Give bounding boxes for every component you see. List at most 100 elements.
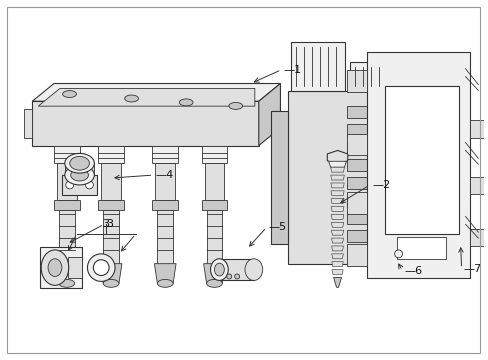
Polygon shape (330, 167, 344, 172)
Polygon shape (469, 229, 483, 246)
Polygon shape (40, 247, 81, 288)
Text: —7: —7 (463, 264, 481, 274)
Polygon shape (346, 124, 406, 136)
Polygon shape (346, 134, 366, 155)
Polygon shape (346, 192, 366, 214)
Polygon shape (469, 120, 483, 138)
Polygon shape (206, 210, 222, 264)
Polygon shape (38, 89, 254, 106)
Polygon shape (331, 246, 343, 251)
Ellipse shape (206, 279, 222, 287)
Polygon shape (330, 207, 343, 212)
Polygon shape (32, 101, 258, 145)
Polygon shape (396, 237, 445, 259)
Ellipse shape (214, 263, 224, 276)
Polygon shape (154, 264, 176, 283)
Polygon shape (469, 176, 483, 194)
Polygon shape (326, 150, 347, 164)
Polygon shape (346, 70, 366, 92)
Ellipse shape (65, 153, 94, 173)
Polygon shape (24, 109, 32, 138)
Ellipse shape (48, 259, 61, 276)
Polygon shape (331, 262, 343, 267)
Polygon shape (32, 84, 280, 101)
Polygon shape (384, 86, 458, 234)
Ellipse shape (65, 165, 94, 185)
Polygon shape (54, 145, 80, 163)
Circle shape (226, 274, 231, 279)
Polygon shape (101, 163, 121, 200)
Ellipse shape (157, 279, 173, 287)
Ellipse shape (244, 259, 262, 280)
Polygon shape (330, 191, 344, 196)
Polygon shape (331, 270, 343, 275)
Polygon shape (204, 163, 224, 200)
Polygon shape (346, 195, 406, 207)
Circle shape (234, 274, 239, 279)
Polygon shape (330, 183, 344, 188)
Polygon shape (330, 199, 344, 204)
Polygon shape (68, 257, 81, 278)
Ellipse shape (59, 279, 75, 287)
Text: —5: —5 (268, 222, 286, 232)
Text: 3: 3 (102, 219, 109, 229)
Polygon shape (157, 210, 173, 264)
Ellipse shape (41, 250, 69, 285)
Polygon shape (201, 200, 227, 210)
Polygon shape (333, 278, 341, 287)
Text: —4: —4 (155, 170, 173, 180)
Polygon shape (346, 212, 406, 224)
Polygon shape (346, 159, 406, 171)
Ellipse shape (87, 254, 115, 282)
Ellipse shape (62, 91, 76, 98)
Text: 3: 3 (106, 219, 113, 229)
Polygon shape (61, 175, 97, 195)
Ellipse shape (103, 279, 119, 287)
Polygon shape (346, 141, 406, 153)
Polygon shape (288, 91, 406, 264)
Polygon shape (330, 175, 344, 180)
Text: —2: —2 (371, 180, 389, 190)
Ellipse shape (70, 156, 89, 170)
Ellipse shape (210, 259, 228, 280)
Text: —6: —6 (404, 266, 422, 276)
Circle shape (66, 181, 74, 189)
Circle shape (394, 250, 402, 258)
Polygon shape (59, 210, 75, 264)
Polygon shape (98, 200, 123, 210)
Polygon shape (346, 106, 406, 118)
Polygon shape (258, 84, 280, 145)
Polygon shape (65, 163, 94, 175)
Polygon shape (203, 264, 225, 283)
Polygon shape (103, 210, 119, 264)
Polygon shape (219, 259, 253, 280)
Polygon shape (331, 254, 343, 259)
Polygon shape (291, 42, 345, 91)
Polygon shape (331, 230, 343, 235)
Polygon shape (98, 145, 123, 163)
Polygon shape (331, 238, 343, 243)
Polygon shape (56, 264, 78, 283)
Text: —1: —1 (283, 65, 301, 75)
Polygon shape (54, 200, 80, 210)
Polygon shape (152, 145, 178, 163)
Polygon shape (346, 244, 366, 266)
Ellipse shape (93, 260, 109, 275)
Polygon shape (366, 52, 469, 278)
Polygon shape (270, 111, 288, 244)
Polygon shape (57, 163, 77, 200)
Ellipse shape (179, 99, 193, 106)
Polygon shape (331, 222, 343, 227)
Polygon shape (152, 200, 178, 210)
Polygon shape (100, 264, 122, 283)
Polygon shape (349, 62, 389, 91)
Polygon shape (201, 145, 227, 163)
Polygon shape (155, 163, 175, 200)
Circle shape (85, 181, 93, 189)
Ellipse shape (71, 169, 88, 181)
Polygon shape (330, 215, 343, 219)
Polygon shape (328, 161, 346, 167)
Ellipse shape (228, 103, 242, 109)
Polygon shape (346, 230, 406, 242)
Ellipse shape (124, 95, 138, 102)
